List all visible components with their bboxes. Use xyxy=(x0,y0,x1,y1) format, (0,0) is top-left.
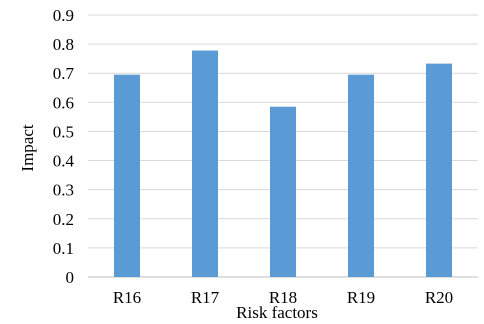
x-axis-ticks: R16 R17 R18 R19 R20 xyxy=(113,288,453,307)
y-tick-label: 0 xyxy=(66,268,75,287)
x-axis-title: Risk factors xyxy=(236,303,318,322)
y-axis-ticks: 0 0.1 0.2 0.3 0.4 0.5 0.6 0.7 0.8 0.9 xyxy=(53,6,75,287)
x-tick-label: R18 xyxy=(269,288,297,307)
y-tick-label: 0.8 xyxy=(53,35,74,54)
bar-r17 xyxy=(192,50,218,277)
bar-r20 xyxy=(426,63,452,277)
y-tick-label: 0.6 xyxy=(53,93,74,112)
y-tick-label: 0.1 xyxy=(53,239,74,258)
y-tick-label: 0.3 xyxy=(53,181,74,200)
y-axis-title: Impact xyxy=(18,124,37,171)
bar-series xyxy=(114,50,452,277)
y-tick-label: 0.4 xyxy=(53,152,75,171)
y-tick-label: 0.5 xyxy=(53,122,74,141)
bar-r16 xyxy=(114,74,140,277)
y-tick-label: 0.9 xyxy=(53,6,74,25)
x-tick-label: R19 xyxy=(347,288,375,307)
bar-r19 xyxy=(348,74,374,277)
y-tick-label: 0.7 xyxy=(53,64,75,83)
bar-r18 xyxy=(270,106,296,277)
x-tick-label: R17 xyxy=(191,288,220,307)
x-tick-label: R20 xyxy=(425,288,453,307)
x-tick-label: R16 xyxy=(113,288,141,307)
y-tick-label: 0.2 xyxy=(53,210,74,229)
